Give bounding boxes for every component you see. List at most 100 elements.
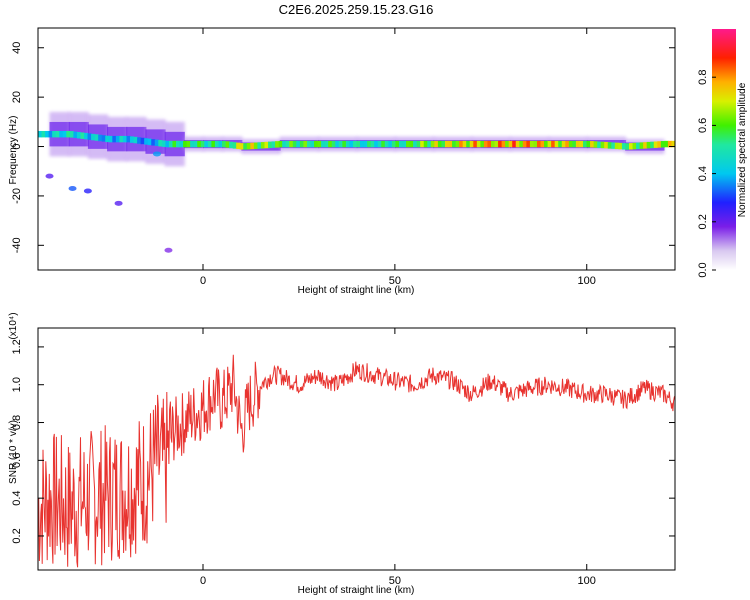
heatmap-ridge-cell: [76, 132, 82, 139]
x-tick-label: 100: [578, 275, 596, 287]
colorbar-tick-label: 0.6: [697, 118, 709, 133]
heatmap-ridge-cell: [487, 140, 492, 148]
heatmap-ridge-cell: [105, 135, 110, 143]
spectrogram-frame: [37, 27, 676, 271]
heatmap-ridge-cell: [94, 134, 99, 141]
heatmap-ridge-cell: [176, 140, 181, 148]
heatmap-ridge-cell: [671, 140, 675, 148]
heatmap-blob: [164, 247, 173, 253]
heatmap-ridge-cell: [352, 140, 358, 148]
heatmap-ridge-cell: [214, 140, 220, 148]
heatmap-ridge-cell: [303, 140, 308, 148]
heatmap-ridge-cell: [625, 143, 630, 150]
heatmap-ridge-cell: [186, 140, 191, 148]
heatmap-ridge-cell: [420, 140, 425, 148]
spectrogram-panel: 0 50 100 -40 -20 0 20 40 Height of straight lin…: [8, 27, 676, 296]
heatmap-ridge-cell: [466, 140, 471, 148]
heatmap-ridge-cell: [246, 142, 251, 150]
heatmap-ridge-cell: [522, 140, 527, 148]
heatmap-ridge-cell: [59, 130, 64, 138]
heatmap-ridge-cell: [222, 140, 227, 148]
heatmap-ridge-cell: [250, 142, 255, 150]
heatmap-ridge-cell: [299, 140, 305, 148]
heatmap-ridge-cell: [243, 143, 248, 150]
snr-panel: 0 50 100 0.2 0.4 0.6 0.8 1.0 1.2 Height of strai…: [8, 312, 676, 596]
heatmap-ridge-cell: [48, 130, 53, 138]
heatmap-ridge-cell: [611, 142, 616, 149]
heatmap-ridge-cell: [239, 143, 244, 150]
heatmap-ridge-cell: [444, 140, 450, 148]
heatmap-ridge-cell: [306, 140, 312, 148]
heatmap-ridge-cell: [483, 140, 489, 148]
y-tick-label: 0.4: [11, 491, 23, 506]
snr-ticks: 0 50 100 0.2 0.4 0.6 0.8 1.0 1.2: [11, 328, 675, 587]
heatmap-ridge-cell: [572, 140, 577, 148]
heatmap-ridge-cell: [667, 140, 673, 148]
snr-scale-label: (x10⁴): [8, 312, 19, 339]
snr-plot-area: [38, 354, 675, 568]
heatmap-ridge-cell: [229, 141, 234, 149]
heatmap-ridge-cell: [360, 140, 365, 148]
heatmap-ridge-cell: [614, 142, 619, 150]
heatmap-ridge-cell: [367, 140, 372, 148]
x-tick-label: 50: [389, 575, 401, 587]
heatmap-ridge-cell: [501, 140, 506, 148]
x-tick-label: 0: [200, 575, 206, 587]
heatmap-ridge-cell: [328, 140, 333, 148]
colorbar-ticks: 0.0 0.2 0.4 0.6 0.8: [697, 70, 716, 278]
heatmap-ridge-cell: [126, 135, 131, 143]
heatmap-ridge-cell: [459, 140, 464, 148]
heatmap-ridge-cell: [533, 140, 538, 148]
heatmap-ridge-cell: [207, 140, 213, 148]
heatmap-ridge-cell: [657, 141, 662, 148]
snr-ylabel: SNR (10 * v/v): [8, 420, 19, 484]
y-tick-label: 0.6: [11, 453, 23, 468]
colorbar-tick-label: 0.4: [697, 166, 709, 181]
heatmap-ridge-cell: [342, 140, 347, 148]
heatmap-ridge-cell: [172, 140, 177, 148]
heatmap-blob: [114, 200, 123, 206]
heatmap-ridge-cell: [664, 140, 669, 148]
heatmap-ridge-cell: [345, 140, 351, 148]
heatmap-ridge-cell: [119, 135, 124, 143]
colorbar-tick-label: 0.8: [697, 70, 709, 85]
heatmap-ridge-cell: [650, 141, 655, 149]
heatmap-ridge-cell: [579, 140, 584, 148]
heatmap-ridge-cell: [505, 140, 510, 148]
heatmap-ridge-cell: [161, 140, 166, 147]
heatmap-ridge-cell: [253, 142, 259, 149]
heatmap-ridge-cell: [423, 140, 428, 148]
heatmap-ridge-cell: [296, 140, 301, 148]
x-tick-label: 0: [200, 275, 206, 287]
colorbar-label: Normalized spectral amplitude: [737, 82, 748, 217]
heatmap-ridge-cell: [264, 141, 269, 149]
heatmap-ridge-cell: [183, 140, 188, 148]
heatmap-ridge-cell: [377, 140, 382, 148]
heatmap-ridge-cell: [374, 140, 379, 148]
spectrogram-ticks: 0 50 100 -40 -20 0 20 40: [11, 28, 675, 287]
heatmap-ridge-cell: [190, 140, 195, 148]
snr-series-line: [38, 354, 675, 568]
heatmap-ridge-cell: [158, 140, 163, 147]
y-tick-label: 40: [11, 42, 23, 54]
heatmap-ridge-cell: [604, 141, 609, 149]
heatmap-ridge-cell: [321, 140, 326, 148]
heatmap-ridge-cell: [441, 140, 446, 148]
spectrogram-heatmap: [38, 111, 675, 253]
heatmap-ridge-cell: [41, 130, 46, 138]
heatmap-ridge-cell: [285, 140, 290, 148]
heatmap-ridge-cell: [144, 138, 149, 145]
heatmap-ridge-cell: [544, 140, 549, 148]
heatmap-ridge-cell: [660, 141, 665, 148]
heatmap-ridge-cell: [108, 135, 113, 143]
heatmap-ridge-cell: [55, 130, 60, 138]
heatmap-ridge-cell: [91, 133, 96, 141]
heatmap-ridge-cell: [335, 140, 340, 148]
heatmap-ridge-cell: [639, 142, 644, 149]
heatmap-ridge-cell: [653, 141, 658, 148]
heatmap-ridge-cell: [547, 140, 552, 148]
heatmap-ridge-cell: [607, 142, 612, 149]
heatmap-ridge-cell: [476, 140, 481, 148]
heatmap-ridge-cell: [282, 140, 287, 148]
heatmap-ridge-cell: [618, 142, 623, 150]
